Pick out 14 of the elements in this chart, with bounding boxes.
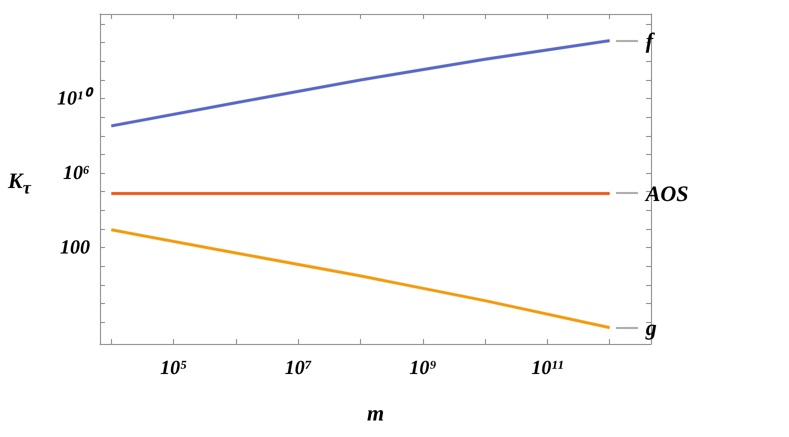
x-tick-label: 10⁹ [409,357,436,379]
x-axis-title: m [366,400,384,426]
series-label: f [646,28,656,54]
y-tick-label: 10¹⁰ [57,86,94,110]
y-tick-label: 10⁶ [63,162,90,184]
series-label: g [644,315,657,340]
x-tick-label: 10⁷ [284,357,312,379]
x-tick-label: 10⁵ [160,357,188,379]
x-tick-label: 10¹¹ [531,357,564,379]
line-series [110,39,612,128]
y-axis-title: K$_{τ}$ [8,168,31,198]
series-label: AOS [644,181,688,206]
line-series [110,228,612,330]
y-tick-label: 100 [60,236,90,259]
